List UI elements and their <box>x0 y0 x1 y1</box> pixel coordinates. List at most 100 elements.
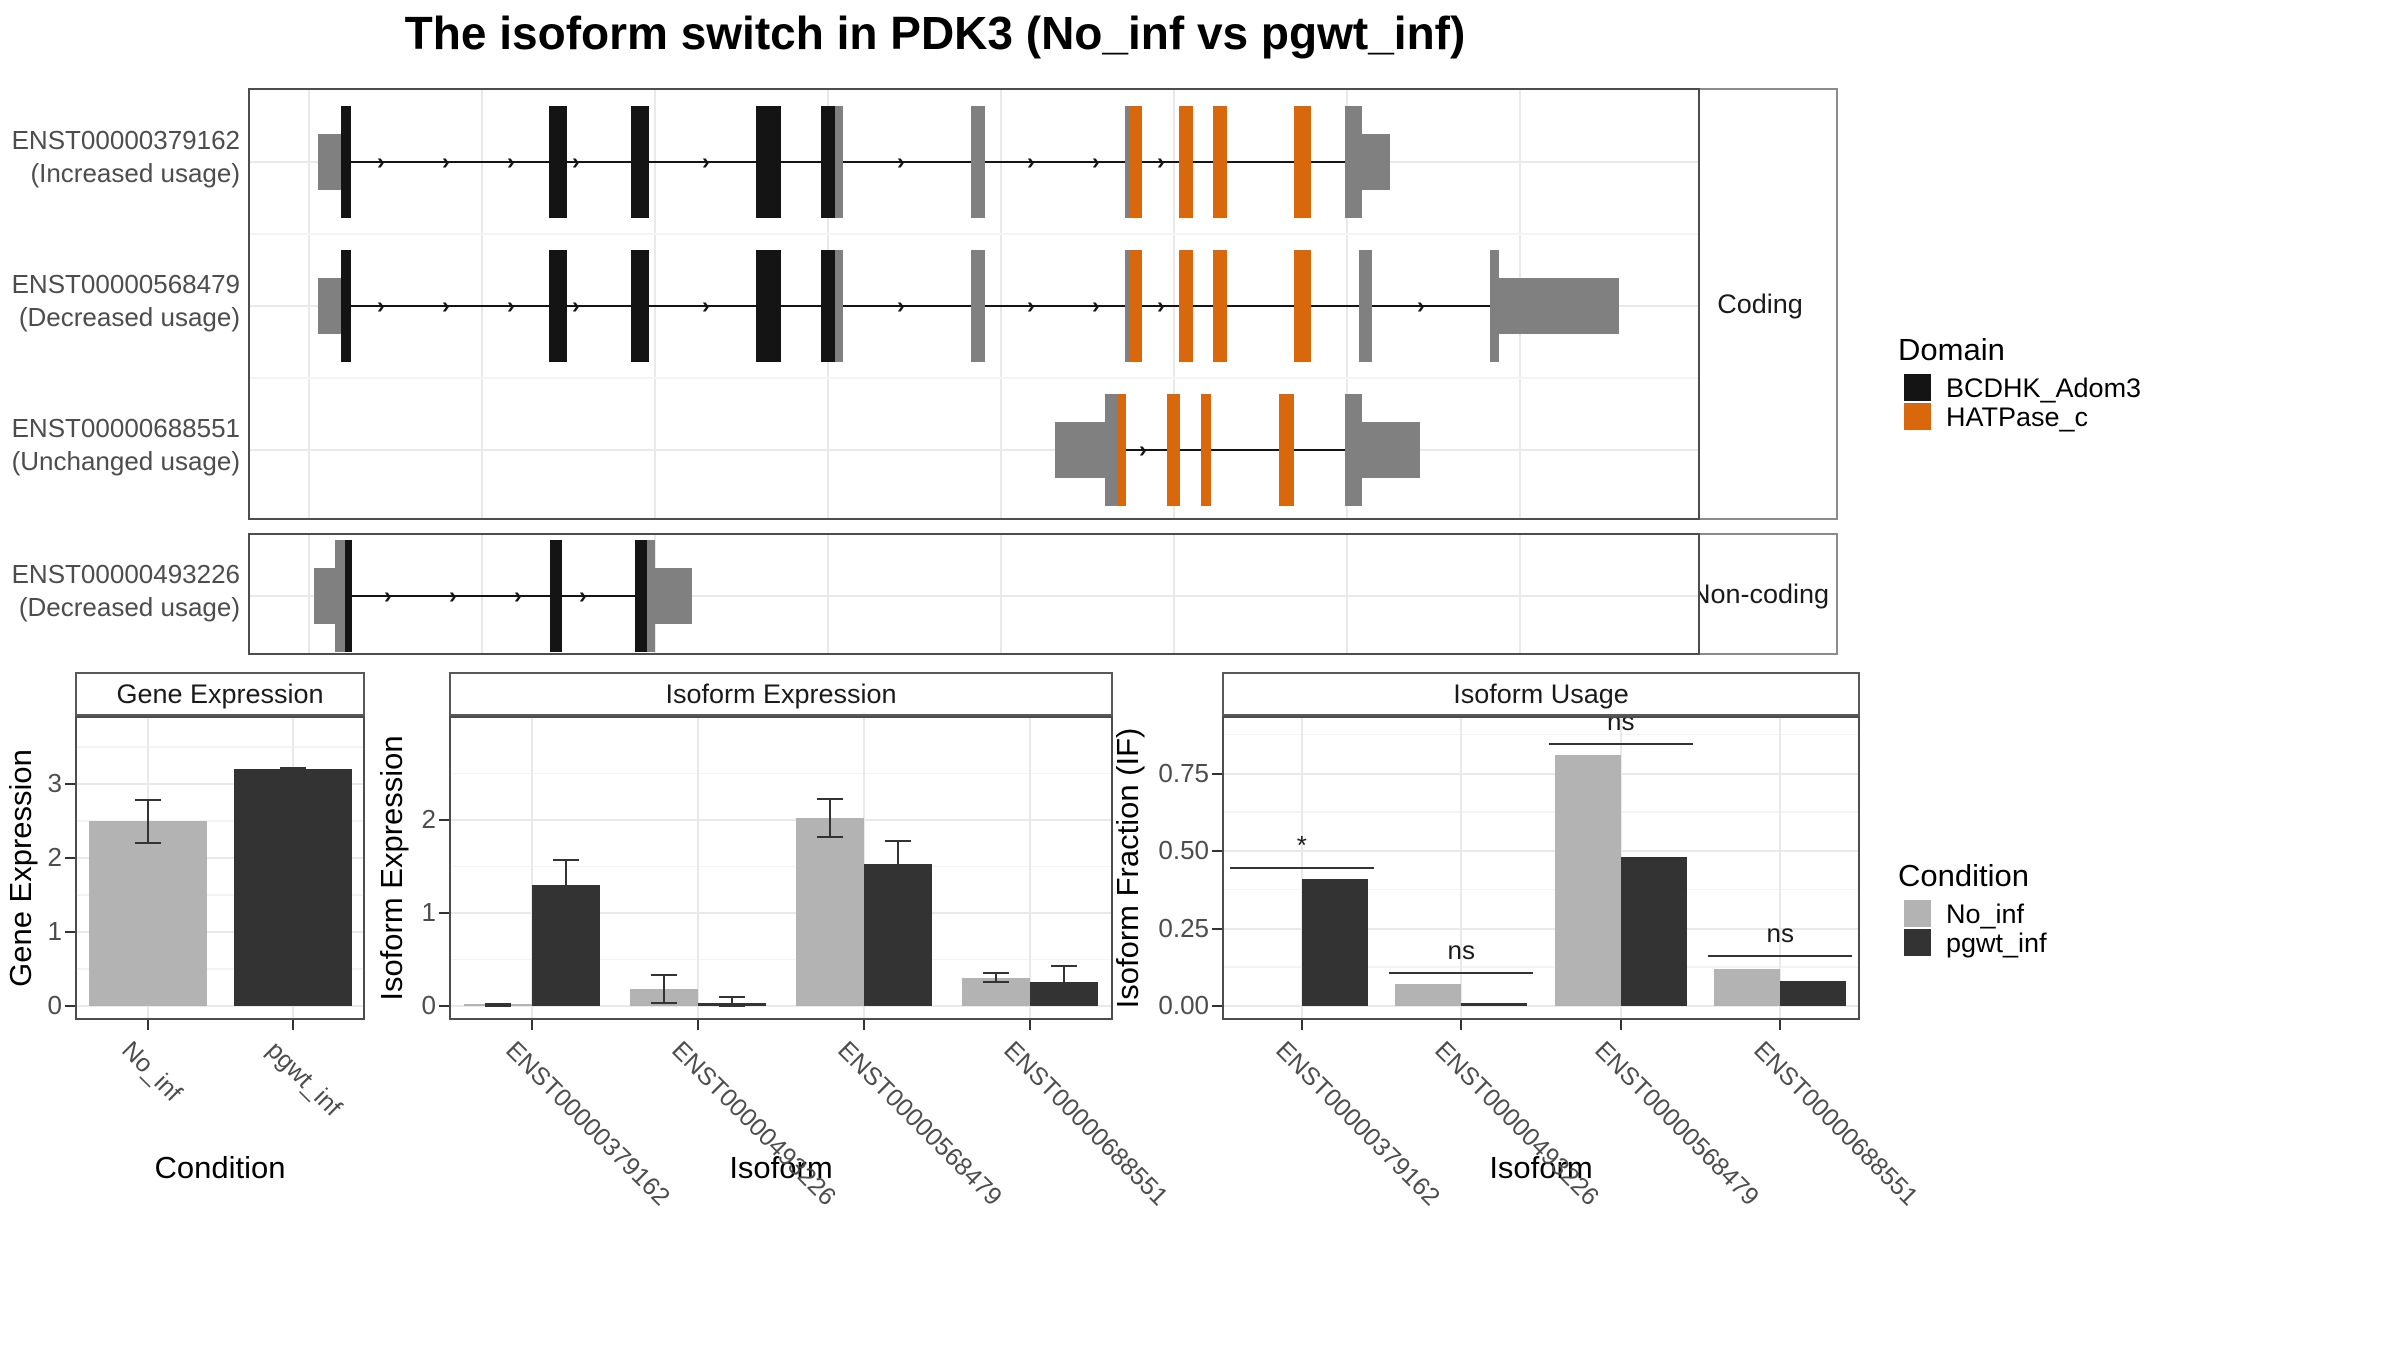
exon-no-domain <box>647 540 655 652</box>
strand-arrow-icon: › <box>1092 148 1100 174</box>
grid-line-vertical <box>1779 716 1782 1020</box>
y-axis-tick <box>65 1005 75 1007</box>
strand-arrow-icon: › <box>702 148 710 174</box>
error-bar-cap <box>885 840 911 843</box>
bar <box>233 769 352 1006</box>
grid-line-minor <box>250 233 1698 235</box>
grid-line-vertical <box>827 535 829 653</box>
exon-hatpase_c <box>1213 250 1227 362</box>
grid-line-major <box>1222 1005 1860 1007</box>
exon-no-domain <box>314 568 335 624</box>
strand-arrow-icon: › <box>1027 292 1035 318</box>
domain-legend-title: Domain <box>1898 332 2005 367</box>
page-title: The isoform switch in PDK3 (No_inf vs pg… <box>404 7 1466 59</box>
grid-line-vertical <box>1173 90 1175 518</box>
error-bar-cap <box>134 842 161 845</box>
bar <box>1780 981 1847 1006</box>
condition-swatch-pgwt-inf <box>1904 929 1931 956</box>
exon-no-domain <box>655 568 692 624</box>
y-axis-tick <box>1212 850 1222 852</box>
strand-arrow-icon: › <box>1157 292 1165 318</box>
chart-strip-title: Gene Expression <box>116 678 324 709</box>
significance-label: ns <box>1766 918 1794 949</box>
exon-hatpase_c <box>1167 394 1180 506</box>
transcript-panel: › › › › › › › › › › › › › › › › › › › › <box>248 88 1700 520</box>
grid-line-vertical <box>481 90 483 518</box>
track-name: ENST00000568479 <box>11 269 240 299</box>
bar <box>864 863 932 1006</box>
y-axis-tick <box>439 819 449 821</box>
track-name: ENST00000493226 <box>11 559 240 589</box>
intron-line <box>318 305 1495 307</box>
track-label-ENST00000493226: ENST00000493226 (Decreased usage) <box>0 558 240 624</box>
bar <box>1461 1002 1528 1006</box>
error-bar-cap <box>885 884 911 887</box>
grid-line-vertical <box>1519 535 1521 653</box>
y-axis-tick <box>1212 1005 1222 1007</box>
track-usage: (Decreased usage) <box>18 302 240 332</box>
x-axis-tick <box>1300 1020 1303 1030</box>
y-axis-tick <box>1212 927 1222 930</box>
error-bar-cap <box>485 1003 511 1006</box>
strand-arrow-icon: › <box>449 582 457 608</box>
grid-line-vertical <box>1029 716 1031 1020</box>
strand-arrow-icon: › <box>507 292 515 318</box>
strand-arrow-icon: › <box>572 292 580 318</box>
error-bar-stem <box>829 798 831 837</box>
exon-bcdhk_adom3 <box>631 250 649 362</box>
track-name: ENST00000688551 <box>11 413 240 443</box>
grid-line-major <box>75 857 365 859</box>
strand-arrow-icon: › <box>572 148 580 174</box>
grid-line-minor <box>1222 733 1860 736</box>
significance-label: * <box>1296 830 1307 861</box>
grid-line-minor <box>1222 966 1860 968</box>
exon-no-domain <box>1499 278 1619 334</box>
grid-line-major <box>449 912 1113 914</box>
exon-hatpase_c <box>1129 250 1142 362</box>
x-axis-tick <box>291 1020 294 1030</box>
x-axis-title-condition: Condition <box>154 1150 286 1185</box>
bar <box>1554 754 1621 1006</box>
grid-line-major <box>449 819 1113 821</box>
track-label-ENST00000568479: ENST00000568479 (Decreased usage) <box>0 268 240 334</box>
domain-swatch-bcdhk <box>1904 374 1931 401</box>
track-name: ENST00000379162 <box>11 125 240 155</box>
exon-no-domain <box>318 278 341 334</box>
exon-hatpase_c <box>1117 394 1126 506</box>
x-axis-tick <box>1779 1020 1782 1030</box>
exon-no-domain <box>1345 106 1362 218</box>
error-bar-cap <box>817 797 843 800</box>
grid-line-major <box>449 1005 1113 1007</box>
y-tick-label: 0.75 <box>1158 757 1209 788</box>
exon-no-domain <box>835 250 843 362</box>
significance-line <box>1708 955 1853 958</box>
track-usage: (Decreased usage) <box>18 592 240 622</box>
grid-line-major <box>1222 927 1860 930</box>
error-bar-cap <box>983 980 1009 983</box>
error-bar-stem <box>291 767 294 773</box>
exon-hatpase_c <box>1294 250 1311 362</box>
grid-line-vertical <box>697 716 699 1020</box>
exon-no-domain <box>1125 250 1129 362</box>
bar <box>88 821 207 1006</box>
x-axis-tick <box>863 1020 865 1030</box>
facet-strip-coding: Coding <box>1682 88 1838 520</box>
strand-arrow-icon: › <box>1157 148 1165 174</box>
y-tick-label: 0.00 <box>1158 990 1209 1020</box>
y-axis-title-isoform-expression: Isoform Expression <box>374 735 409 1001</box>
y-tick-label: 0.25 <box>1158 912 1209 943</box>
x-axis-tick <box>697 1020 699 1030</box>
error-bar-cap <box>651 974 677 977</box>
y-axis-tick <box>1212 772 1222 775</box>
x-axis-tick <box>531 1020 533 1030</box>
exon-no-domain <box>971 106 985 218</box>
strand-arrow-icon: › <box>514 582 522 608</box>
grid-line-minor <box>449 958 1113 960</box>
error-bar-cap <box>134 799 161 802</box>
intron-line <box>325 595 650 597</box>
chart-strip-isoform-expression: Isoform Expression <box>449 672 1113 716</box>
track-label-ENST00000379162: ENST00000379162 (Increased usage) <box>0 124 240 190</box>
x-axis-tick <box>1619 1020 1622 1030</box>
condition-legend-label-no-inf: No_inf <box>1946 899 2025 929</box>
